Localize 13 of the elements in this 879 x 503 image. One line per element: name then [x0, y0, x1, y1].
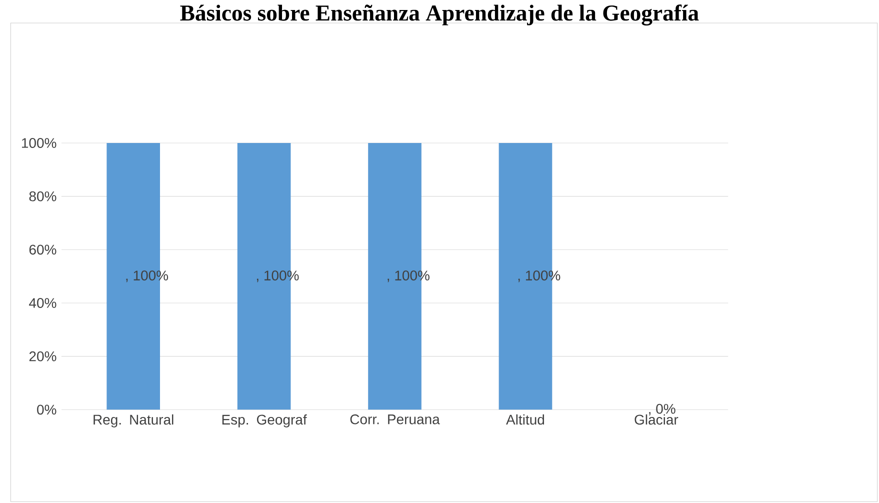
x-tick-label: Corr. Peruana	[350, 414, 440, 424]
y-tick-label: 0%	[37, 404, 56, 415]
y-tick-label: 100%	[22, 138, 56, 148]
y-tick-label: 20%	[29, 351, 56, 362]
y-tick-label: 60%	[29, 244, 56, 255]
chart-title: Básicos sobre Enseñanza Aprendizaje de la Geografía	[180, 4, 699, 26]
x-tick-label: Glaciar	[634, 414, 678, 425]
y-tick-label: 40%	[29, 298, 56, 308]
x-tick-label: Esp. Geograf	[222, 414, 307, 428]
data-label: , 0%	[649, 404, 676, 416]
y-tick-label: 80%	[29, 191, 56, 202]
x-tick-label: Altitud	[506, 414, 544, 425]
x-tick-label: Reg. Natural	[94, 414, 174, 428]
